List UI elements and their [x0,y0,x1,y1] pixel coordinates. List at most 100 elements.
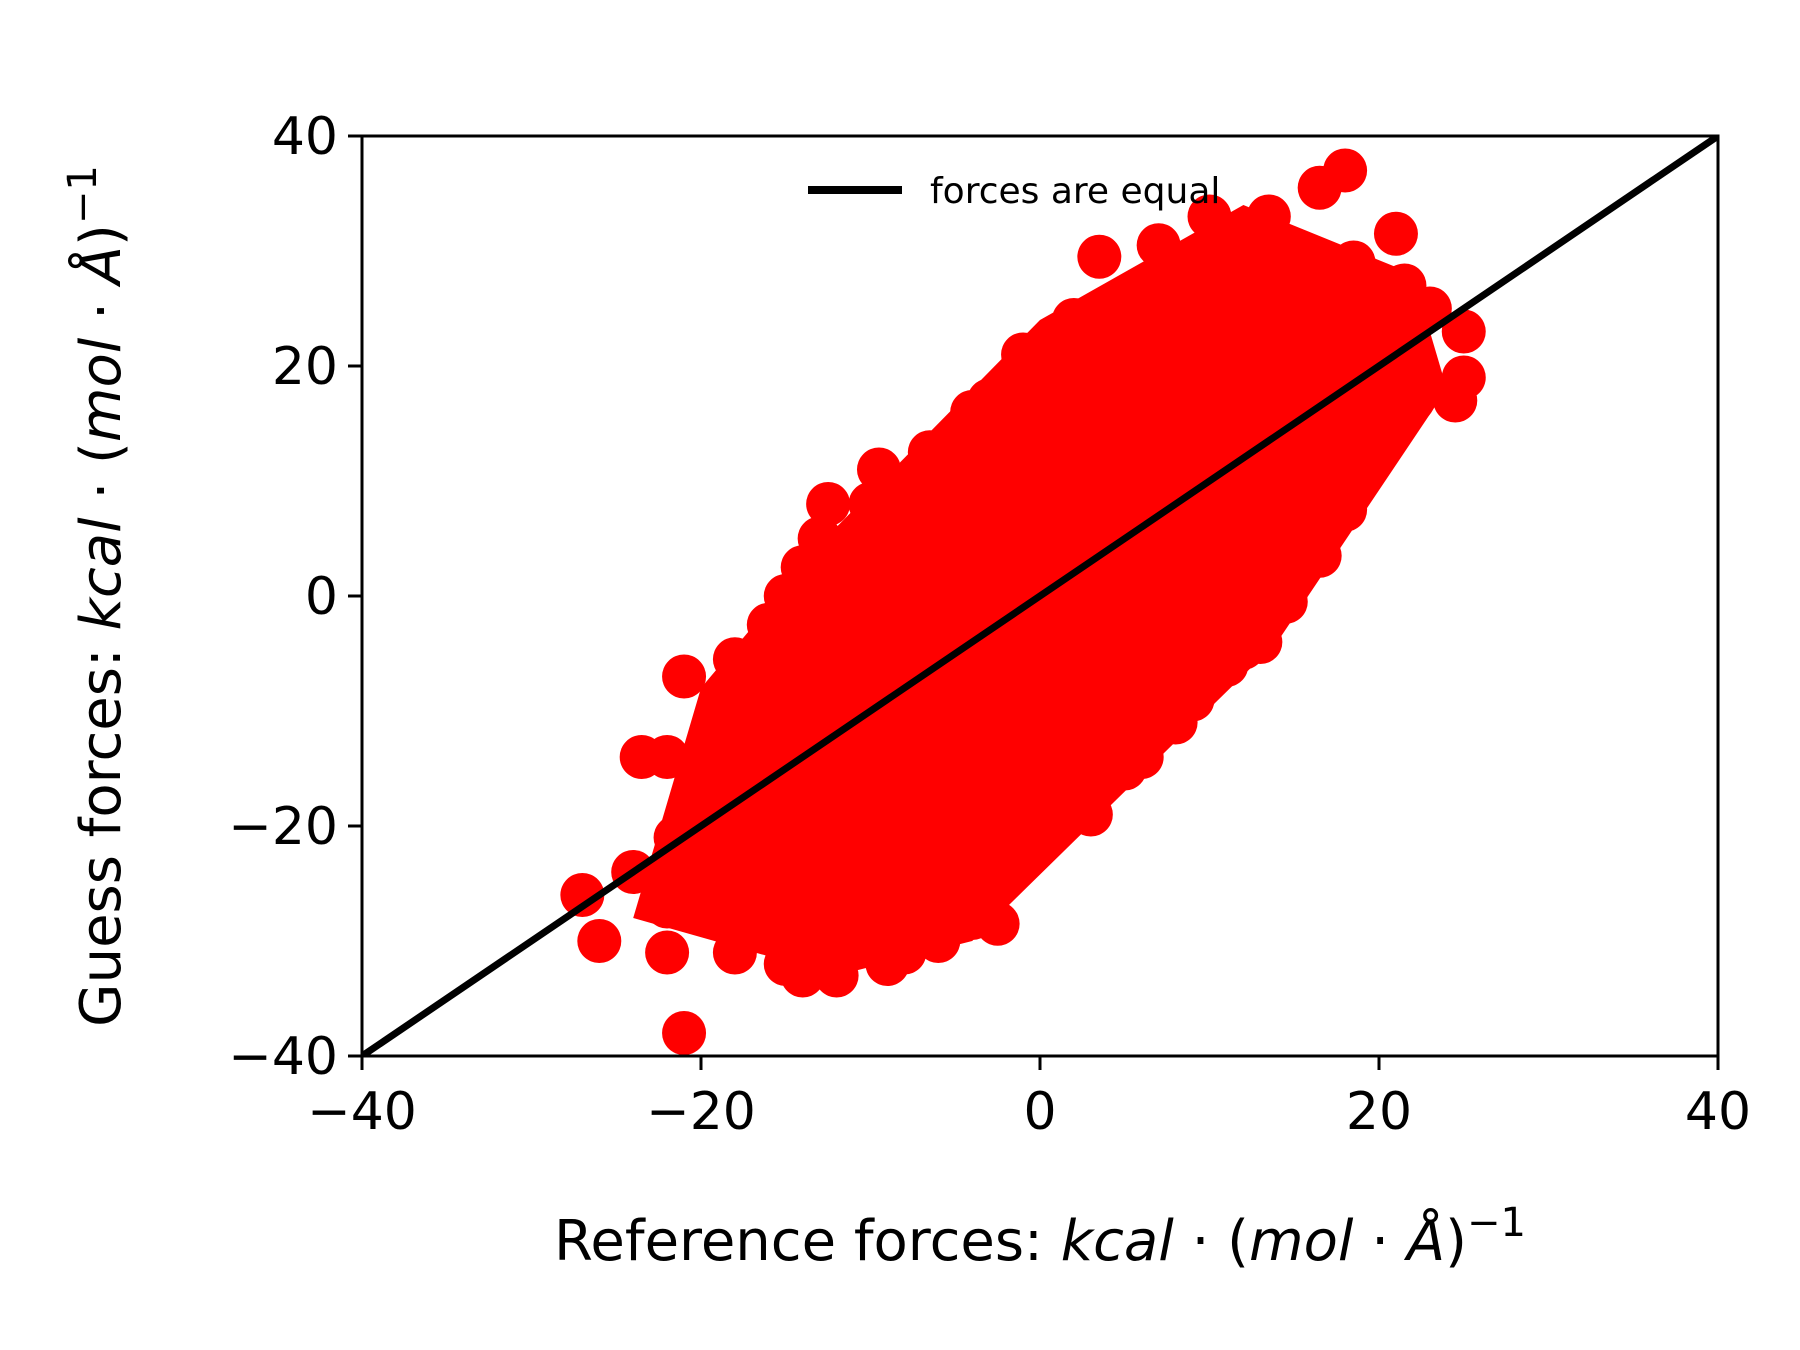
scatter-point [916,574,961,618]
scatter-point [712,827,757,871]
scatter-point [1238,620,1283,664]
scatter-point [848,574,893,618]
scatter-point [882,804,927,848]
y-tick-label: 0 [305,567,338,627]
scatter-point [1323,413,1368,457]
scatter-point [1357,275,1401,319]
scatter-point [1187,413,1232,457]
scatter-point [1289,459,1334,503]
scatter-point [916,528,961,572]
scatter-point [1323,344,1368,388]
scatter-point [1289,286,1334,331]
scatter-point [577,919,622,963]
scatter-point [1289,367,1334,411]
scatter-point [560,873,605,917]
y-axis-title: Guess forces: kcal · (mol · Å)−1 [60,165,134,1027]
scatter-point [780,953,825,998]
scatter-point [856,447,901,492]
x-tick-label: −20 [646,1082,756,1142]
scatter-point [780,643,825,687]
scatter-point [916,482,961,526]
scatter-point [950,666,995,710]
x-tick-label: 40 [1685,1082,1751,1142]
scatter-point [984,712,1029,756]
scatter-point [780,873,825,917]
scatter-point [1153,574,1198,618]
scatter-point [1018,689,1062,733]
x-tick-label: −40 [307,1082,417,1142]
scatter-point [882,689,927,733]
scatter-point [1390,378,1435,423]
scatter-point [662,654,707,699]
scatter-point [1085,608,1130,653]
scatter-point [645,735,690,779]
scatter-point [950,861,995,906]
scatter-point [984,436,1029,480]
scatter-point [746,666,791,710]
scatter-point [814,850,859,894]
legend: forces are equal [808,171,1220,212]
scatter-point [679,781,723,825]
scatter-point [1119,551,1164,595]
legend-label: forces are equal [930,171,1220,212]
identity-line-path [362,136,1718,1056]
scatter-point [1085,344,1130,388]
scatter-point [1051,643,1096,687]
scatter-point [1051,482,1096,526]
scatter-points [560,148,1486,1055]
scatter-point [1255,482,1300,526]
scatter-point [848,482,893,526]
scatter-point [1051,298,1096,342]
y-tick-label: 40 [272,107,338,167]
scatter-point [1153,298,1198,342]
scatter-point [1441,355,1486,400]
x-axis-title: Reference forces: kcal · (mol · Å)−1 [554,1200,1526,1274]
scatter-point [1018,746,1062,791]
scatter-point [1119,643,1164,687]
x-tick-label: 20 [1346,1082,1412,1142]
scatter-point [1323,487,1368,532]
scatter-point [1187,344,1232,388]
scatter-point [814,746,859,791]
scatter-point [950,390,995,434]
scatter-point [1119,436,1164,480]
scatter-point [1340,447,1385,492]
scatter-point [1018,482,1062,526]
scatter-point [662,1011,707,1055]
scatter-point [1255,252,1300,296]
scatter-point [645,930,690,975]
scatter-point [907,430,952,475]
y-tick-label: −40 [228,1027,338,1087]
scatter-point [1085,574,1130,618]
scatter-point [645,884,690,929]
scatter-point [1136,223,1181,268]
scatter-point [882,746,927,791]
y-axis: −40 −20 0 20 40 [228,107,362,1087]
scatter-point [1018,551,1062,595]
scatter-point [814,953,859,998]
scatter-point [1085,689,1130,733]
scatter-point [1187,505,1232,549]
scatter-point [695,896,740,940]
scatter-point [1255,321,1300,365]
scatter-point [848,712,893,756]
scatter-point [1018,631,1062,676]
scatter-point [916,827,961,871]
scatter-point [916,873,961,917]
scatter-point [1297,533,1342,578]
scatter-point [1357,401,1401,446]
identity-line [362,136,1718,1056]
scatter-point [984,666,1029,710]
scatter-point [1263,579,1308,624]
scatter-point [1255,390,1300,434]
scatter-point [916,781,961,825]
scatter-point [1297,165,1342,210]
scatter-point [814,620,859,664]
scatter-point [814,689,859,733]
scatter-point [1357,321,1401,365]
scatter-point [950,758,995,802]
scatter-point [1085,505,1130,549]
scatter-point [1009,355,1054,400]
scatter-point [1187,194,1232,239]
